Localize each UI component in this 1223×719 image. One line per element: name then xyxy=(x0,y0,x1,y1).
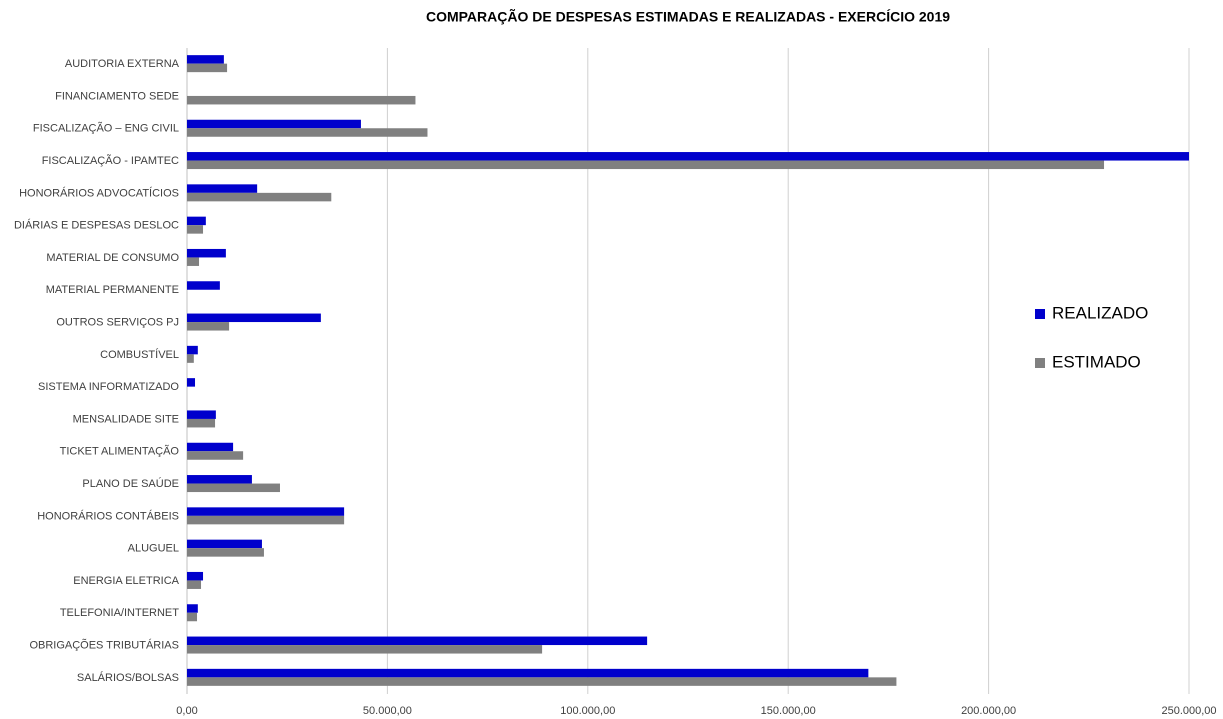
bar xyxy=(187,322,230,331)
y-tick-label: MATERIAL PERMANENTE xyxy=(46,284,179,296)
bar xyxy=(187,475,252,484)
legend-swatch xyxy=(1035,309,1045,319)
bar xyxy=(187,580,202,589)
bar xyxy=(187,95,416,105)
bar xyxy=(187,63,228,73)
legend-label: ESTIMADO xyxy=(1052,352,1141,371)
legend-swatch xyxy=(1035,358,1045,368)
y-tick-label: FISCALIZAÇÃO - IPAMTEC xyxy=(42,154,179,167)
y-tick-label: TELEFONIA/INTERNET xyxy=(60,607,179,619)
x-tick-label: 150.000,00 xyxy=(761,705,816,717)
y-tick-label: PLANO DE SAÚDE xyxy=(82,477,179,490)
y-tick-label: SISTEMA INFORMATIZADO xyxy=(38,381,179,393)
bar xyxy=(187,55,224,64)
bar xyxy=(187,668,869,678)
bar xyxy=(187,483,280,493)
x-tick-label: 250.000,00 xyxy=(1161,705,1216,717)
bar xyxy=(187,604,198,613)
bar xyxy=(187,354,194,363)
y-tick-label: OBRIGAÇÕES TRIBUTÁRIAS xyxy=(29,638,179,651)
bar xyxy=(187,225,204,234)
bar xyxy=(187,216,206,226)
bar xyxy=(187,451,244,460)
x-tick-label: 100.000,00 xyxy=(560,705,615,717)
bar xyxy=(187,539,262,549)
bar xyxy=(187,313,321,323)
bar xyxy=(187,152,1189,161)
bar xyxy=(187,507,345,516)
bar xyxy=(187,410,216,419)
bar xyxy=(187,645,543,654)
y-tick-label: HONORÁRIOS CONTÁBEIS xyxy=(37,509,179,522)
y-tick-label: DIÁRIAS E DESPESAS DESLOC xyxy=(14,219,179,232)
legend-label: REALIZADO xyxy=(1052,303,1148,322)
y-tick-label: OUTROS SERVIÇOS PJ xyxy=(56,316,179,328)
y-tick-label: FISCALIZAÇÃO – ENG CIVIL xyxy=(33,122,179,135)
bar xyxy=(187,128,428,137)
bar xyxy=(187,378,196,387)
y-tick-label: AUDITORIA EXTERNA xyxy=(65,58,180,70)
bar xyxy=(187,636,648,646)
bar xyxy=(187,442,234,452)
bar xyxy=(187,548,264,557)
bar xyxy=(187,119,361,129)
bar xyxy=(187,281,220,290)
bar xyxy=(187,418,216,428)
x-tick-label: 50.000,00 xyxy=(363,705,412,717)
bar xyxy=(187,612,198,622)
x-tick-label: 0,00 xyxy=(176,705,197,717)
chart-title: COMPARAÇÃO DE DESPESAS ESTIMADAS E REALI… xyxy=(426,8,950,25)
y-tick-label: SALÁRIOS/BOLSAS xyxy=(77,671,179,684)
bar xyxy=(187,257,200,266)
y-tick-label: TICKET ALIMENTAÇÃO xyxy=(60,445,180,458)
bar xyxy=(187,184,258,193)
y-tick-label: HONORÁRIOS ADVOCATÍCIOS xyxy=(19,186,179,199)
y-tick-label: ALUGUEL xyxy=(128,543,179,555)
bar xyxy=(187,515,345,525)
x-tick-label: 200.000,00 xyxy=(961,705,1016,717)
y-tick-label: MENSALIDADE SITE xyxy=(73,413,179,425)
y-tick-label: MATERIAL DE CONSUMO xyxy=(46,252,179,264)
bar xyxy=(187,571,204,581)
bar xyxy=(187,345,198,355)
y-tick-label: FINANCIAMENTO SEDE xyxy=(55,90,179,102)
bar xyxy=(187,160,1105,170)
bar xyxy=(187,248,226,258)
y-tick-label: COMBUSTÍVEL xyxy=(100,348,179,361)
y-tick-label: ENERGIA ELETRICA xyxy=(73,575,179,587)
bar xyxy=(187,677,897,686)
bar xyxy=(187,192,332,202)
